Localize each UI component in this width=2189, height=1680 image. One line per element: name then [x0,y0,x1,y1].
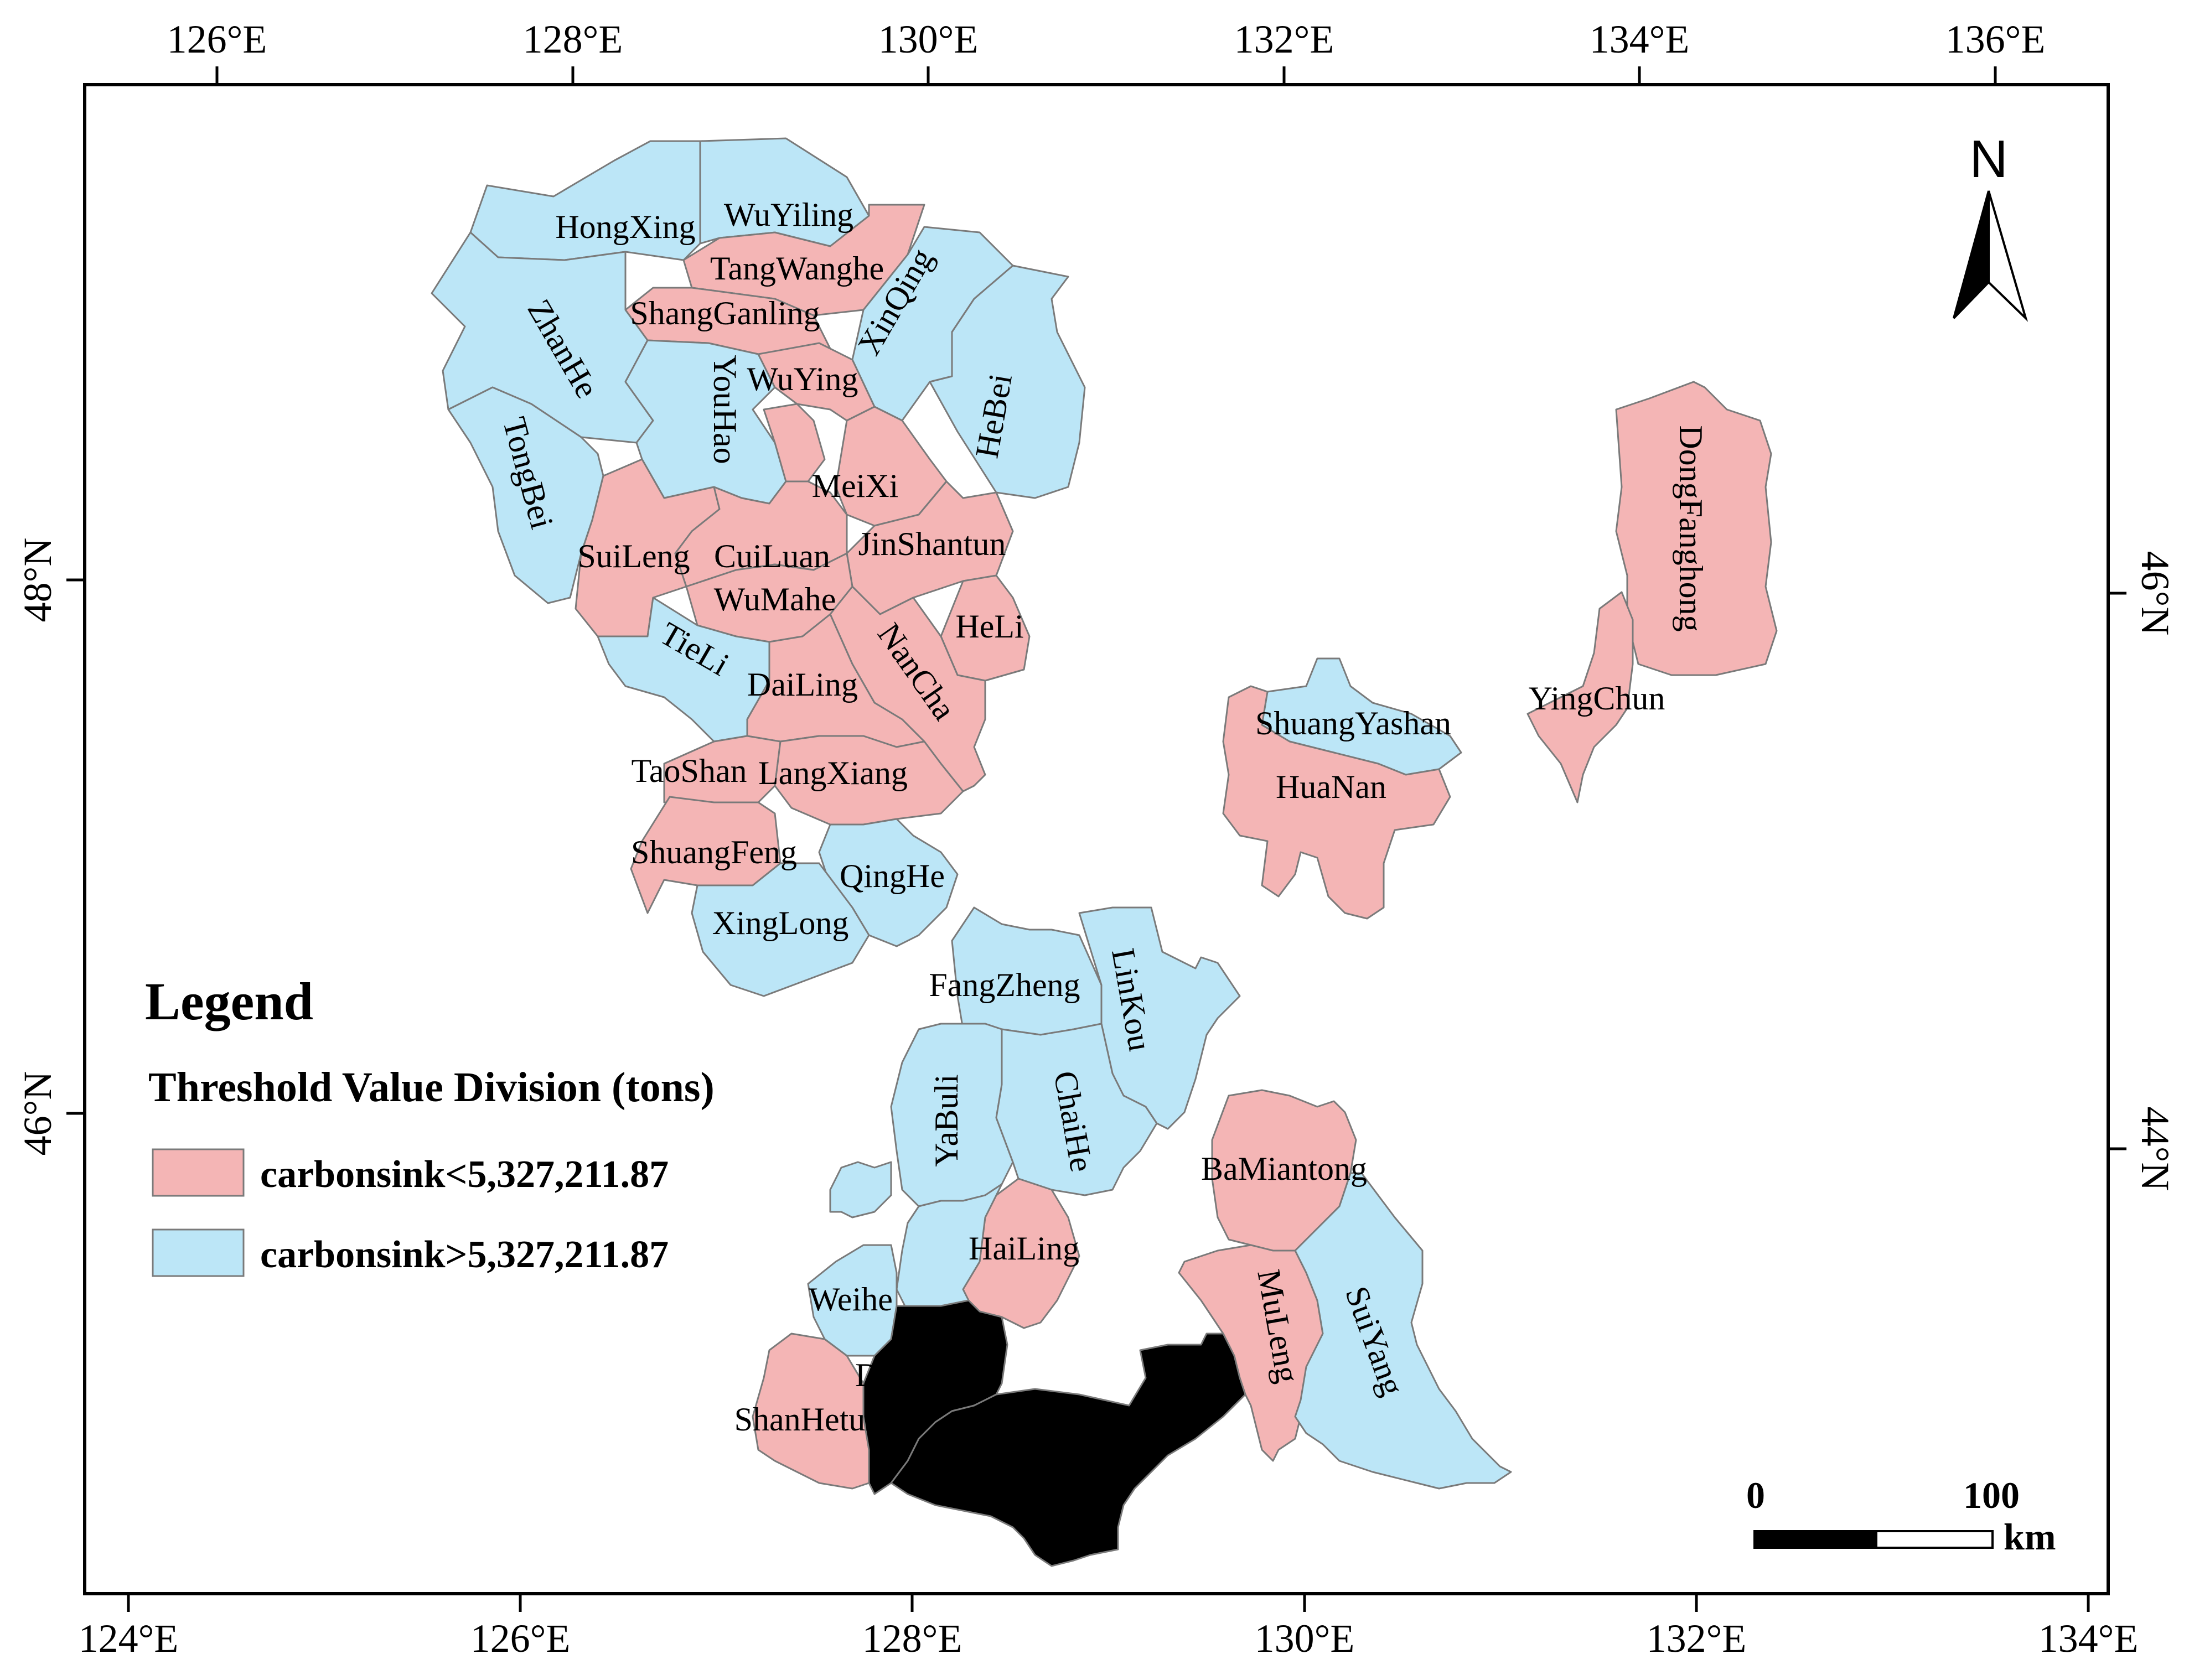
region-label: BaMiantong [1201,1150,1367,1187]
bottom-tick-label: 128°E [862,1616,962,1661]
region-label: ShangGanling [630,295,820,331]
region-wuying-south[interactable] [763,403,826,483]
region-label: MeiXi [812,468,899,504]
map-frame [83,83,2110,1595]
region-shanhetun[interactable] [752,1332,870,1490]
legend-item-label: carbonsink>5,327,211.87 [260,1233,669,1276]
top-tick-label: 134°E [1590,17,1690,61]
region-xinglong[interactable] [691,862,870,997]
region-label: DongFanghong [1673,425,1709,631]
region-dongfanghong[interactable] [1615,381,1778,676]
north-arrow: N [1953,129,2028,322]
top-tick-label: 132°E [1234,17,1334,61]
region-layer [431,137,1778,1567]
legend-swatch-below [152,1148,245,1197]
top-tick-label: 126°E [167,17,267,61]
top-tick-label: 130°E [878,17,979,61]
bottom-tick-label: 134°E [2038,1616,2139,1661]
region-yingchun[interactable] [1526,591,1634,803]
scale-start: 0 [1746,1474,1765,1516]
region-label: HuaNan [1276,769,1386,805]
bottom-tick-label: 126°E [470,1616,571,1661]
region-label: WuYiling [724,196,853,233]
scale-unit: km [2004,1516,2056,1558]
region-label: DaHailing [855,1357,993,1393]
bottom-tick-label: 130°E [1255,1616,1355,1661]
scale-bar: 0 100 km [1746,1474,2056,1558]
region-label: WuMahe [714,581,836,618]
bottom-tick-label: 124°E [79,1616,179,1661]
region-dongjingcheng[interactable] [890,1332,1246,1567]
region-huanan[interactable] [1222,685,1451,920]
region-label: QingHe [840,858,945,894]
region-label: DongJingcheng [942,1435,1151,1472]
region-label: XingLong [712,905,849,941]
region-suiyang[interactable] [1294,1172,1512,1490]
bottom-tick-label: 132°E [1647,1616,1747,1661]
left-axis: 48°N 46°N [15,538,85,1156]
region-label: ShanHetun [734,1401,882,1438]
north-arrow-icon [1953,190,2028,322]
legend: Legend Threshold Value Division (tons) c… [145,972,715,1277]
region-label: HeLi [955,608,1023,645]
right-tick-label: 46°N [2133,551,2177,636]
right-axis: 46°N 44°N [2108,551,2177,1191]
region-label: WuYing [747,361,858,397]
region-label: FangZheng [929,967,1080,1003]
north-label: N [1969,129,2007,189]
region-hebei[interactable] [929,265,1086,499]
scale-bar-white-segment [1875,1530,1994,1549]
region-label: YaBuli [928,1074,965,1166]
region-labels: HongXing WuYiling TangWanghe ShangGanlin… [496,196,1709,1472]
region-label: HaiLing [969,1230,1079,1267]
bottom-axis: 124°E 126°E 128°E 130°E 132°E 134°E [79,1594,2139,1661]
region-label: CuiLuan [714,538,830,574]
top-tick-label: 136°E [1945,17,2046,61]
region-label: Weihe [809,1281,893,1318]
legend-title: Legend [145,972,313,1031]
region-langxiang[interactable] [774,735,964,826]
legend-subtitle: Threshold Value Division (tons) [148,1064,715,1111]
scale-bar-black-segment [1753,1530,1877,1549]
top-axis: 126°E 128°E 130°E 132°E 134°E 136°E [167,17,2046,85]
region-unnamed-patch[interactable] [829,1161,892,1218]
scale-end: 100 [1963,1474,2020,1516]
region-chaihe[interactable] [995,1023,1158,1196]
region-label: DaiLing [747,666,858,703]
region-label: ShuangFeng [631,834,797,870]
region-label: LangXiang [758,755,908,791]
legend-item-label: carbonsink<5,327,211.87 [260,1153,669,1196]
top-tick-label: 128°E [523,17,623,61]
right-tick-label: 44°N [2133,1107,2177,1191]
region-label: TangWanghe [710,250,884,287]
region-label: TaoShan [631,753,747,789]
region-label: YouHao [707,355,743,464]
region-yabuli-south[interactable] [896,1183,1003,1313]
left-tick-label: 48°N [15,538,60,623]
region-label: HongXing [555,209,695,245]
region-label: JinShantun [858,526,1006,562]
region-label: SuiLeng [577,538,690,574]
left-tick-label: 46°N [15,1071,60,1156]
legend-swatch-above [152,1228,245,1277]
region-label: YingChun [1529,680,1665,717]
region-label: ShuangYashan [1255,705,1451,742]
